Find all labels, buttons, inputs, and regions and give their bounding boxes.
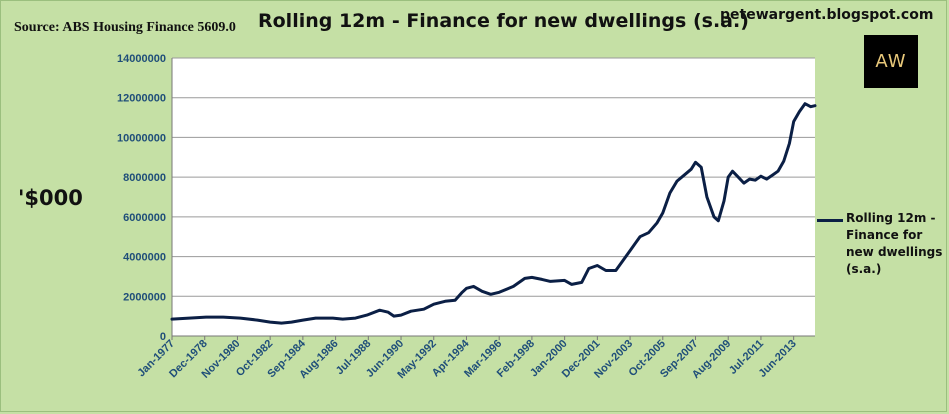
y-tick-label: 12000000	[117, 93, 166, 105]
y-tick-label: 8000000	[123, 172, 166, 184]
y-tick-label: 2000000	[123, 291, 166, 303]
y-tick-label: 0	[160, 331, 166, 343]
series-line	[170, 102, 817, 325]
y-tick-label: 14000000	[117, 53, 166, 65]
legend-label: Rolling 12m - Finance for new dwellings …	[846, 211, 943, 276]
chart-title: Rolling 12m - Finance for new dwellings …	[258, 10, 749, 32]
y-tick-label: 6000000	[123, 212, 166, 224]
source-note: Source: ABS Housing Finance 5609.0	[14, 20, 236, 35]
blog-url[interactable]: petewargent.blogspot.com	[720, 7, 934, 23]
y-axis-label: '$000	[18, 186, 83, 210]
legend-swatch	[817, 219, 843, 222]
y-tick-label: 4000000	[123, 252, 166, 264]
aw-logo: AW	[864, 35, 918, 88]
legend: Rolling 12m - Finance for new dwellings …	[817, 210, 945, 278]
y-tick-label: 10000000	[117, 132, 166, 144]
logo-text: AW	[875, 51, 907, 72]
